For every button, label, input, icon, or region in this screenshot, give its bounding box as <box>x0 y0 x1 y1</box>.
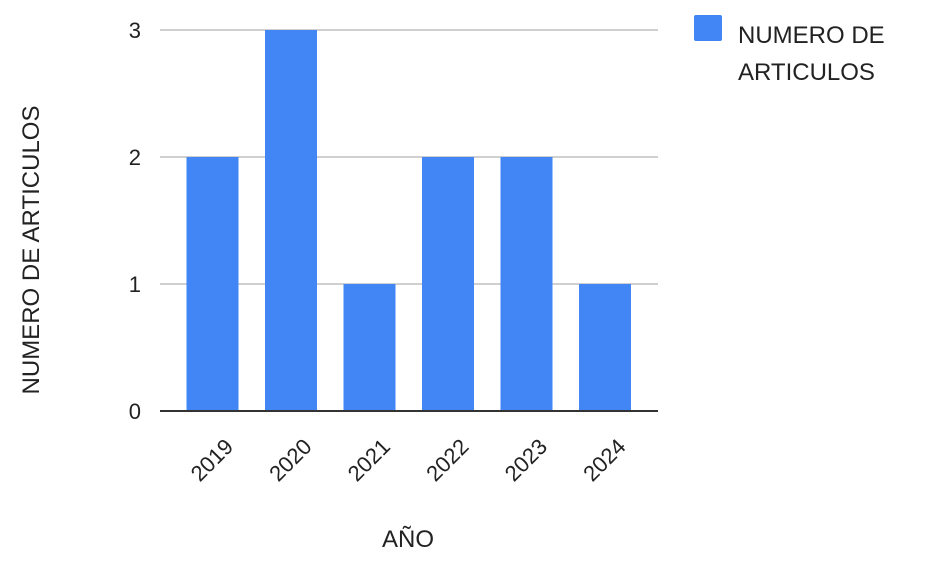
x-tick-label: 2023 <box>500 434 552 486</box>
x-axis-ticks: 2019 2020 2021 2022 2023 2024 <box>186 434 631 486</box>
y-tick-label: 1 <box>129 272 141 297</box>
bar-2022 <box>422 157 474 411</box>
legend: NUMERO DE ARTICULOS <box>694 15 885 86</box>
gridlines <box>160 29 658 285</box>
legend-label-line-1: NUMERO DE <box>738 22 885 49</box>
x-axis-title: AÑO <box>382 526 434 553</box>
x-tick-label: 2020 <box>264 434 316 486</box>
x-tick-label: 2019 <box>186 434 238 486</box>
bar-2021 <box>343 284 396 411</box>
bars <box>186 30 631 411</box>
x-tick-label: 2024 <box>578 434 630 486</box>
y-tick-label: 2 <box>129 145 141 170</box>
bar-2019 <box>186 157 239 411</box>
x-tick-label: 2021 <box>343 434 395 486</box>
bar-2020 <box>265 30 317 411</box>
x-tick-label: 2022 <box>421 434 473 486</box>
y-tick-label: 0 <box>129 399 141 424</box>
y-tick-label: 3 <box>129 18 141 43</box>
y-axis-title: NUMERO DE ARTICULOS <box>18 106 45 395</box>
bar-2023 <box>500 157 553 411</box>
legend-swatch <box>694 15 722 41</box>
legend-label-line-2: ARTICULOS <box>738 59 875 86</box>
bar-2024 <box>579 284 631 411</box>
y-axis-ticks: 0 1 2 3 <box>129 18 141 424</box>
